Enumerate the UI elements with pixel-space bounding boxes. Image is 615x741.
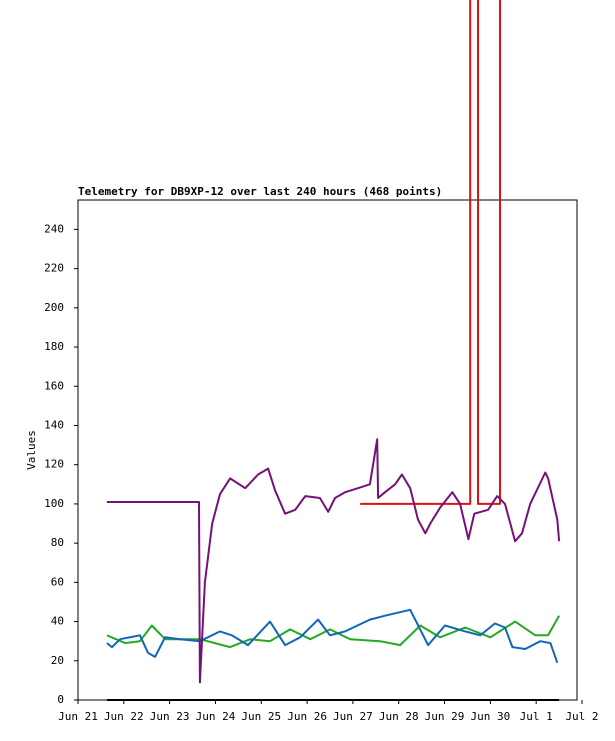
series-line (106, 438, 561, 684)
x-tick-label: Jun 28 (379, 710, 419, 723)
x-tick-label: Jun 30 (470, 710, 510, 723)
y-tick-label: 180 (44, 340, 64, 353)
x-tick-label: Jun 26 (287, 710, 327, 723)
chart-title: Telemetry for DB9XP-12 over last 240 hou… (78, 185, 442, 198)
series-line (106, 608, 559, 664)
series-line (106, 615, 560, 649)
y-tick-label: 0 (57, 693, 64, 706)
y-tick-label: 60 (51, 575, 64, 588)
y-tick-label: 20 (51, 654, 64, 667)
x-tick-label: Jun 24 (196, 710, 236, 723)
x-tick-label: Jun 22 (104, 710, 144, 723)
x-tick-label: Jul 1 (520, 710, 553, 723)
y-tick-label: 80 (51, 536, 64, 549)
y-tick-label: 140 (44, 418, 64, 431)
series-line (360, 0, 501, 505)
x-tick-label: Jul 2 (565, 710, 598, 723)
x-tick-label: Jun 25 (241, 710, 281, 723)
y-tick-label: 220 (44, 262, 64, 275)
x-tick-label: Jun 27 (333, 710, 373, 723)
y-tick-label: 120 (44, 458, 64, 471)
y-tick-label: 240 (44, 222, 64, 235)
x-tick-label: Jun 29 (425, 710, 465, 723)
y-tick-label: 160 (44, 379, 64, 392)
y-axis-label: Values (25, 430, 38, 470)
y-tick-label: 100 (44, 497, 64, 510)
x-tick-label: Jun 21 (58, 710, 98, 723)
y-tick-label: 40 (51, 615, 64, 628)
x-tick-label: Jun 23 (150, 710, 190, 723)
y-tick-label: 200 (44, 301, 64, 314)
plot-frame (77, 199, 578, 701)
